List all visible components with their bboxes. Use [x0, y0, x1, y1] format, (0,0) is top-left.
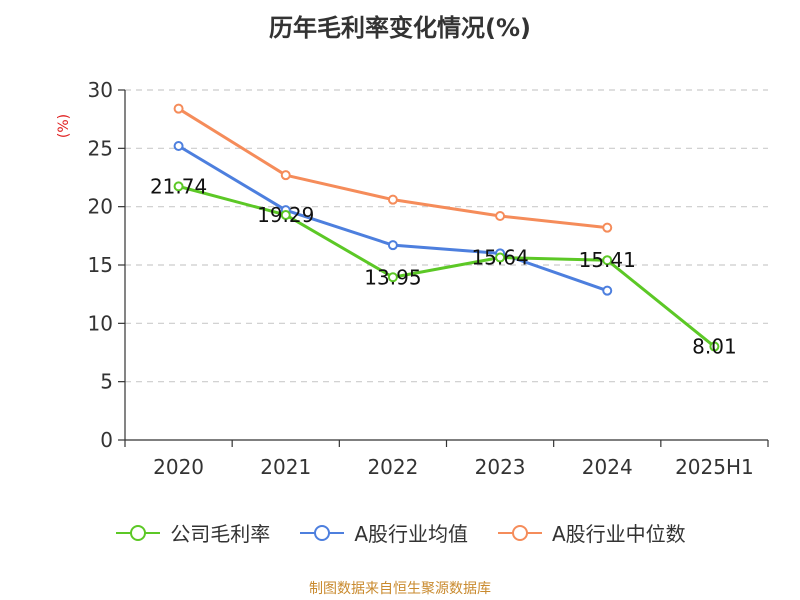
data-point-0: [602, 255, 613, 266]
y-axis-label: (%): [56, 114, 72, 138]
legend-label: 公司毛利率: [170, 522, 271, 546]
data-point-0: [495, 252, 506, 263]
data-label: 21.74: [150, 174, 207, 198]
legend-item[interactable]: A股行业中位数: [496, 518, 686, 547]
legend-swatch: [300, 524, 345, 541]
axis-layer: 0 5 10 15 20 25 30 (%) 2020 2021 2022 2023 2024 2025H…: [56, 78, 769, 479]
series-line-2: [177, 107, 608, 230]
y-tick-label: 5: [100, 370, 113, 394]
data-label: 15.64: [471, 246, 528, 270]
data-point-1: [602, 285, 613, 296]
series-layer: [173, 103, 720, 352]
y-tick-label: 20: [88, 195, 113, 219]
data-point-0: [173, 181, 184, 192]
y-tick-label: 10: [88, 311, 113, 335]
legend-item[interactable]: A股行业均值: [298, 518, 468, 547]
data-point-2: [495, 211, 506, 221]
data-point-2: [387, 194, 398, 205]
x-tick-label: 2020: [153, 455, 204, 479]
series-line-0: [178, 184, 716, 348]
y-tick-label: 30: [88, 78, 113, 102]
legend-swatch: [498, 524, 542, 541]
data-point-2: [602, 222, 613, 233]
legend: 公司毛利率 A股行业均值 A股行业中位数: [0, 518, 800, 547]
x-tick-label: 2024: [582, 455, 633, 479]
y-tick-label: 25: [88, 136, 113, 160]
y-tick-label: 15: [88, 253, 113, 277]
y-tick-label: 0: [100, 428, 113, 452]
x-tick-label: 2021: [260, 455, 311, 479]
x-tick-label: 2023: [475, 455, 526, 479]
data-point-1: [173, 141, 184, 151]
legend-label: A股行业均值: [354, 522, 468, 546]
legend-label: A股行业中位数: [552, 522, 686, 546]
data-point-2: [173, 103, 184, 114]
data-point-0: [280, 209, 291, 220]
data-point-0: [709, 341, 720, 352]
source-note: 制图数据来自恒生聚源数据库: [309, 581, 491, 597]
chart-title: 历年毛利率变化情况(%): [269, 14, 531, 42]
data-label-layer: 21.74 19.29 13.95 15.64 15.41 8.01: [150, 174, 737, 358]
x-tick-label: 2022: [367, 455, 418, 479]
data-label: 15.41: [579, 248, 636, 272]
x-tick-label: 2025H1: [675, 455, 754, 479]
data-label: 8.01: [692, 335, 737, 359]
legend-swatch: [116, 524, 161, 541]
data-point-1: [387, 240, 398, 251]
data-point-2: [280, 170, 291, 181]
data-point-0: [387, 272, 398, 283]
data-label: 13.95: [364, 265, 421, 289]
data-label: 19.29: [257, 203, 314, 227]
legend-item[interactable]: 公司毛利率: [114, 518, 270, 547]
